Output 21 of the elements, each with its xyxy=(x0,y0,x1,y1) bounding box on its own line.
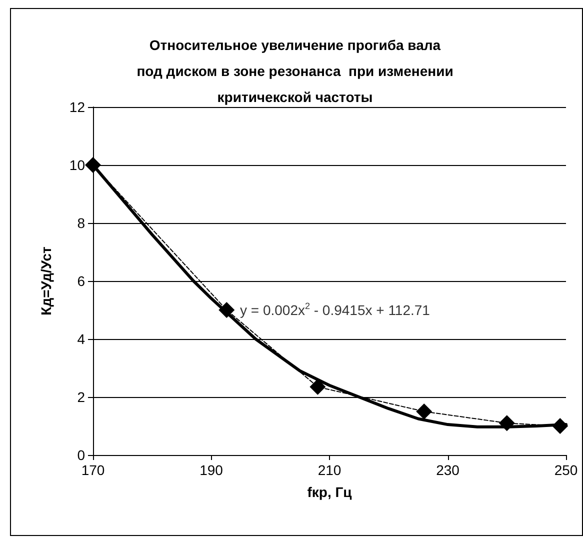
chart-title: Относительное увеличение прогиба вала под диском в зоне резонанса при изменении критичекской частоты xyxy=(136,37,454,105)
y-tick-label: 2 xyxy=(77,389,86,405)
y-tick-label: 12 xyxy=(69,99,86,115)
x-tick-label: 210 xyxy=(318,462,342,478)
point xyxy=(85,157,101,173)
y-tick-label: 0 xyxy=(77,447,86,463)
point xyxy=(416,404,432,420)
y-tick-label: 10 xyxy=(69,157,86,173)
point xyxy=(552,418,568,434)
x-tick-label: 170 xyxy=(81,462,105,478)
x-tick-label: 230 xyxy=(436,462,460,478)
point xyxy=(218,302,235,318)
y-axis-title: Кд=Уд/Уст xyxy=(38,246,54,316)
point xyxy=(498,415,515,432)
y-tick-label: 8 xyxy=(77,215,86,231)
x-tick-label: 190 xyxy=(200,462,224,478)
x-tick-label: 250 xyxy=(554,462,578,478)
y-tick-label: 6 xyxy=(77,273,86,289)
x-axis-title: fкр, Гц xyxy=(307,484,352,500)
y-tick-label: 4 xyxy=(77,331,86,347)
point xyxy=(310,378,326,395)
